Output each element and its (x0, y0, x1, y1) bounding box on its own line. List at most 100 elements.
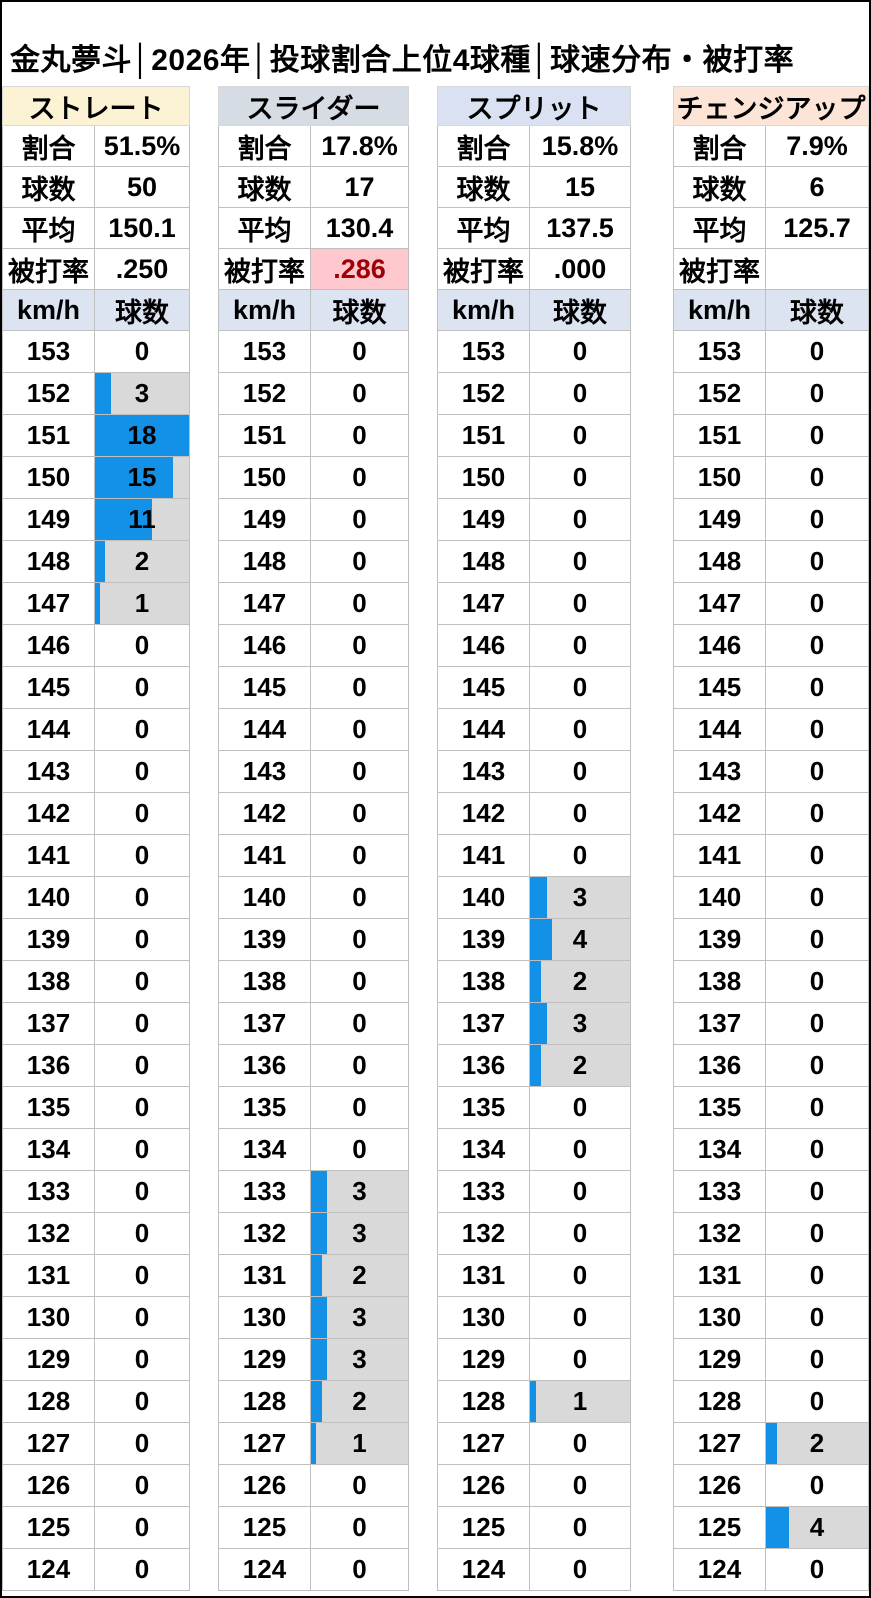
speed-row: 139 0 (2, 919, 190, 961)
count-bar (530, 877, 547, 918)
speed-cell: 141 (3, 835, 95, 876)
speed-cell: 127 (3, 1423, 95, 1464)
count-cell: 4 (530, 919, 630, 960)
count-cell: 0 (766, 1171, 868, 1212)
count-value: 0 (809, 462, 825, 492)
speed-cell: 125 (3, 1507, 95, 1548)
speed-cell: 135 (219, 1087, 311, 1128)
speed-row: 132 0 (673, 1213, 869, 1255)
count-value: 0 (134, 798, 150, 828)
speed-cell: 150 (674, 457, 766, 498)
count-cell: 0 (530, 541, 630, 582)
count-value: 0 (572, 378, 588, 408)
speed-cell: 146 (674, 625, 766, 666)
speed-cell: 148 (219, 541, 311, 582)
count-cell: 0 (95, 1255, 189, 1296)
baa-label: 被打率 (219, 249, 311, 289)
baa-label: 被打率 (438, 249, 530, 289)
count-value: 0 (572, 714, 588, 744)
count-value: 0 (134, 1554, 150, 1584)
count-cell: 0 (766, 667, 868, 708)
count-cell: 0 (311, 1087, 408, 1128)
count-cell: 0 (95, 919, 189, 960)
speed-row: 151 0 (218, 415, 409, 457)
count-value: 0 (134, 1050, 150, 1080)
count-cell: 0 (95, 1045, 189, 1086)
speed-row: 151 0 (437, 415, 631, 457)
count-cell: 0 (530, 1297, 630, 1338)
count-value: 0 (134, 1008, 150, 1038)
speed-row: 124 0 (673, 1549, 869, 1591)
count-cell: 0 (311, 373, 408, 414)
speed-row: 149 0 (673, 499, 869, 541)
count-value: 0 (809, 798, 825, 828)
speed-row: 135 0 (218, 1087, 409, 1129)
count-value: 0 (134, 1260, 150, 1290)
speed-row: 144 0 (673, 709, 869, 751)
speed-cell: 141 (438, 835, 530, 876)
count-cell: 0 (530, 709, 630, 750)
count-bar (311, 1423, 317, 1464)
count-value: 3 (572, 882, 588, 912)
speed-cell: 140 (219, 877, 311, 918)
count-value: 2 (134, 546, 150, 576)
count-value: 0 (809, 1092, 825, 1122)
speed-row: 131 0 (673, 1255, 869, 1297)
speed-cell: 143 (3, 751, 95, 792)
avg-row: 平均 137.5 (437, 208, 631, 249)
count-value: 4 (572, 924, 588, 954)
count-cell: 0 (766, 331, 868, 372)
count-cell: 0 (95, 331, 189, 372)
speed-cell: 151 (438, 415, 530, 456)
avg-value: 125.7 (783, 212, 851, 243)
speed-row: 146 0 (218, 625, 409, 667)
count-value: 0 (352, 1512, 367, 1542)
speed-cell: 126 (3, 1465, 95, 1506)
kmh-header-label: km/h (438, 290, 530, 330)
avg-value: 137.5 (546, 212, 614, 243)
speed-cell: 145 (219, 667, 311, 708)
count-cell: 0 (766, 1381, 868, 1422)
speed-cell: 153 (438, 331, 530, 372)
speed-row: 142 0 (673, 793, 869, 835)
count-value: 0 (352, 1050, 367, 1080)
avg-label: 平均 (3, 208, 95, 248)
count-value: 0 (572, 420, 588, 450)
speed-cell: 149 (3, 499, 95, 540)
count-value: 50 (126, 171, 158, 202)
count-value: 0 (572, 1218, 588, 1248)
count-value: 15 (127, 462, 157, 492)
count-cell: 0 (530, 835, 630, 876)
speed-cell: 143 (438, 751, 530, 792)
count-value: 0 (809, 1134, 825, 1164)
speed-row: 149 11 (2, 499, 190, 541)
speed-cell: 133 (219, 1171, 311, 1212)
speed-cell: 139 (3, 919, 95, 960)
speed-cell: 128 (219, 1381, 311, 1422)
speed-row: 132 3 (218, 1213, 409, 1255)
count-bar (766, 1507, 789, 1548)
speed-cell: 148 (3, 541, 95, 582)
count-cell: 2 (766, 1423, 868, 1464)
count-value: 0 (572, 630, 588, 660)
speed-cell: 131 (674, 1255, 766, 1296)
speed-row: 137 0 (218, 1003, 409, 1045)
balls-header-label: 球数 (311, 290, 408, 330)
count-cell: 0 (95, 835, 189, 876)
count-value: 0 (809, 630, 825, 660)
count-cell: 0 (95, 1465, 189, 1506)
pitch-name-header: ストレート (2, 86, 190, 126)
count-cell: 0 (311, 835, 408, 876)
ratio-label: 割合 (219, 126, 311, 166)
speed-row: 126 0 (673, 1465, 869, 1507)
speed-cell: 144 (674, 709, 766, 750)
count-value: 0 (809, 924, 825, 954)
ratio-value: 17.8% (321, 130, 398, 161)
count-cell: 1 (311, 1423, 408, 1464)
count-value: 0 (134, 1218, 150, 1248)
count-value: 0 (352, 924, 367, 954)
count-cell: 0 (311, 457, 408, 498)
speed-row: 129 0 (673, 1339, 869, 1381)
ratio-value: 51.5% (103, 130, 181, 161)
